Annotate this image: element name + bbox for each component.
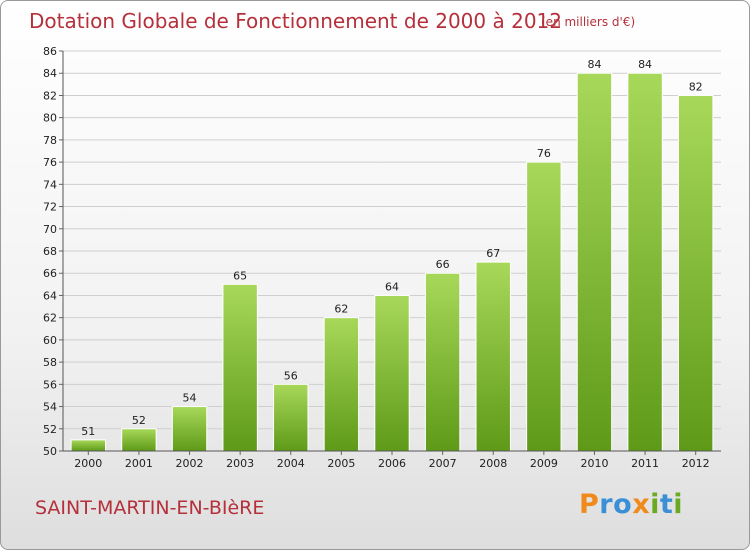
proxiti-logo: Proxiti xyxy=(579,489,683,520)
y-tick-label: 80 xyxy=(43,112,57,125)
logo-letter: r xyxy=(599,489,614,520)
y-tick-label: 74 xyxy=(43,178,57,191)
labels: 50 52 54 56 58 60 62 64 66 68 70 72 74 76 78 80 82 84 86 51… xyxy=(43,45,710,470)
y-tick-label: 84 xyxy=(43,67,57,80)
bar-2005 xyxy=(323,317,360,452)
y-tick-label: 86 xyxy=(43,45,57,58)
logo-letter: o xyxy=(613,489,633,520)
x-tick-label: 2006 xyxy=(378,457,406,470)
bar-value-label: 54 xyxy=(183,392,197,405)
y-tick-label: 64 xyxy=(43,289,57,302)
bar-2011 xyxy=(627,72,663,452)
bar-value-label: 52 xyxy=(132,414,146,427)
bar-2006 xyxy=(374,294,410,452)
bar-value-label: 84 xyxy=(638,58,652,71)
bar-value-label: 56 xyxy=(284,369,298,382)
bar-value-label: 67 xyxy=(486,247,500,260)
bar-2008 xyxy=(475,261,511,452)
bar-value-label: 84 xyxy=(587,58,601,71)
x-tick-label: 2001 xyxy=(125,457,153,470)
logo-letter: t xyxy=(659,489,674,520)
x-tick-label: 2004 xyxy=(277,457,305,470)
x-tick-label: 2011 xyxy=(631,457,659,470)
x-tick-label: 2010 xyxy=(580,457,608,470)
bar-2010 xyxy=(576,72,613,452)
x-tick-label: 2008 xyxy=(479,457,507,470)
y-tick-label: 56 xyxy=(43,378,57,391)
logo-letter: x xyxy=(632,489,651,520)
chart-subtitle: (en milliers d'€) xyxy=(541,15,636,29)
y-tick-label: 68 xyxy=(43,245,57,258)
bar-2012 xyxy=(677,94,714,452)
bar-value-label: 65 xyxy=(233,269,247,282)
bar-value-label: 76 xyxy=(537,147,551,160)
bar-value-label: 64 xyxy=(385,280,399,293)
y-tick-label: 62 xyxy=(43,312,57,325)
chart-title: Dotation Globale de Fonctionnement de 20… xyxy=(29,9,562,33)
x-tick-label: 2002 xyxy=(176,457,204,470)
y-tick-label: 72 xyxy=(43,201,57,214)
y-tick-label: 60 xyxy=(43,334,57,347)
bar-2002 xyxy=(171,406,208,452)
y-tick-label: 70 xyxy=(43,223,57,236)
y-tick-label: 52 xyxy=(43,423,57,436)
bar-2003 xyxy=(222,283,258,452)
logo-letter: i xyxy=(650,489,660,520)
y-tick-label: 58 xyxy=(43,356,57,369)
commune-name: SAINT-MARTIN-EN-BIèRE xyxy=(35,497,265,519)
y-tick-label: 66 xyxy=(43,267,57,280)
logo-letter: i xyxy=(673,489,684,520)
axes xyxy=(59,50,721,455)
x-tick-label: 2005 xyxy=(327,457,355,470)
bar-2009 xyxy=(526,161,562,452)
y-tick-label: 82 xyxy=(43,89,57,102)
bar-value-label: 82 xyxy=(689,80,703,93)
bar-value-label: 51 xyxy=(81,425,95,438)
y-tick-label: 54 xyxy=(43,401,57,414)
y-tick-label: 50 xyxy=(43,445,57,458)
bar-2004 xyxy=(273,383,309,452)
bar-2007 xyxy=(424,272,461,452)
bar-value-label: 62 xyxy=(334,303,348,316)
x-tick-label: 2000 xyxy=(74,457,102,470)
bar-value-label: 66 xyxy=(436,258,450,271)
x-tick-label: 2003 xyxy=(226,457,254,470)
x-tick-label: 2012 xyxy=(682,457,710,470)
y-tick-label: 78 xyxy=(43,134,57,147)
y-tick-label: 76 xyxy=(43,156,57,169)
bar-2000 xyxy=(70,439,107,452)
bar-2001 xyxy=(121,428,157,452)
logo-letter: P xyxy=(579,489,600,520)
x-tick-label: 2009 xyxy=(530,457,558,470)
x-tick-label: 2007 xyxy=(429,457,457,470)
bars xyxy=(70,72,714,452)
